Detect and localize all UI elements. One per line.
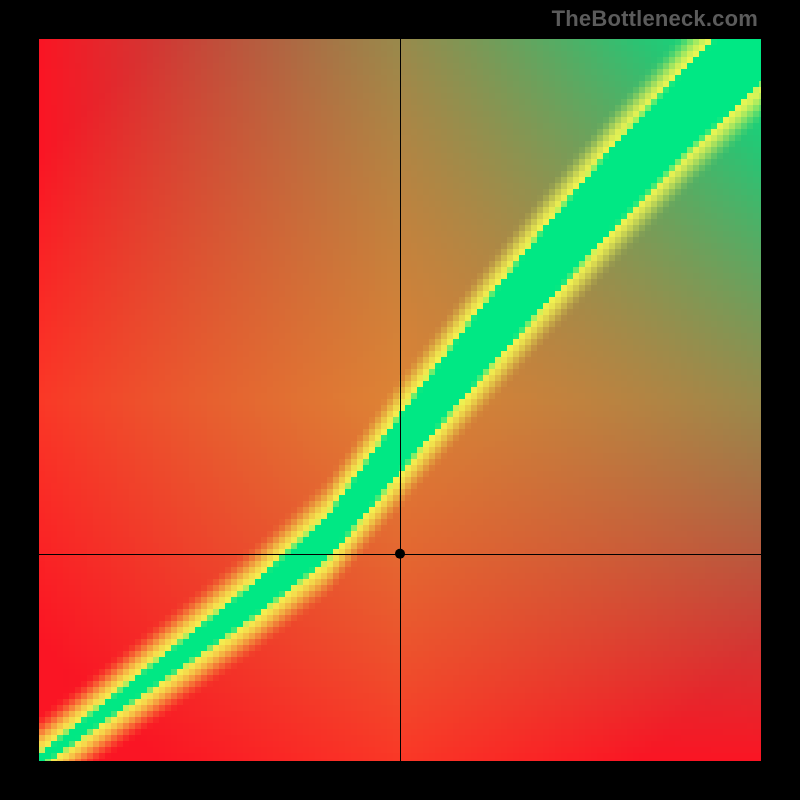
frame-bottom <box>0 761 800 800</box>
watermark-text: TheBottleneck.com <box>552 6 758 32</box>
frame-left <box>0 0 39 800</box>
bottleneck-heatmap <box>0 0 800 800</box>
frame-right <box>761 0 800 800</box>
